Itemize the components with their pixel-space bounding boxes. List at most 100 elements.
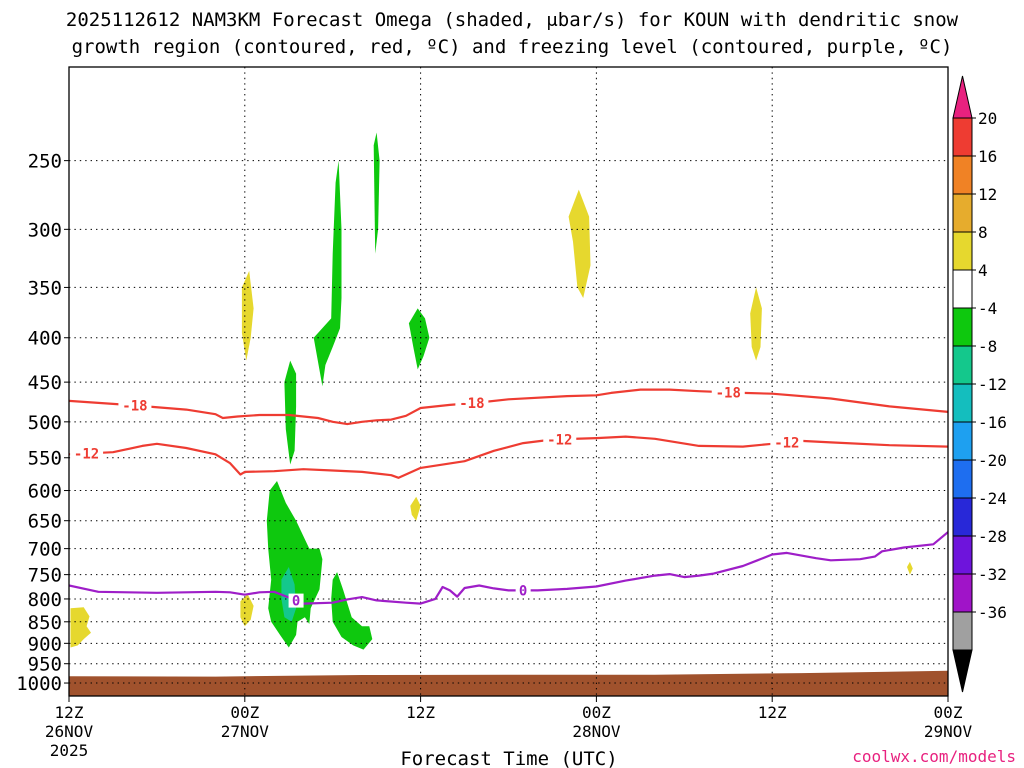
x-tick-label-48-1: 12Z [758, 703, 787, 722]
colorbar-label-10: -20 [978, 451, 1007, 470]
contour-layer [69, 388, 948, 605]
contour-label--18-1: -18 [122, 398, 147, 414]
chart-title-line-1: 2025112612 NAM3KM Forecast Omega (shaded… [66, 9, 959, 31]
colorbar-label-9: -16 [978, 413, 1007, 432]
contour-label--12-3: -12 [774, 435, 799, 451]
omega-region-12 [266, 481, 323, 648]
y-tick-label-750: 750 [28, 565, 62, 587]
y-tick-label-600: 600 [28, 481, 62, 503]
colorbar-box-3 [952, 193, 973, 233]
contour-label-bg--12-3 [770, 435, 804, 450]
omega-region-13 [331, 572, 373, 650]
x-tick-label-36-1: 00Z [582, 703, 611, 722]
x-tick-label-12-1: 00Z [230, 703, 259, 722]
x-tick-label-0-1: 12Z [55, 703, 84, 722]
omega-region-7 [907, 561, 913, 575]
colorbar-box-1 [952, 117, 973, 157]
x-tick-label-12-2: 27NOV [221, 722, 270, 741]
omega-region-6 [750, 287, 762, 361]
y-tick-label-450: 450 [28, 372, 62, 394]
y-tick-label-800: 800 [28, 589, 62, 611]
omega-region-5 [568, 189, 591, 298]
contour-label-bg-0-2 [515, 583, 531, 598]
y-tick-label-850: 850 [28, 612, 62, 634]
credit-text: coolwx.com/models [852, 747, 1016, 766]
colorbar-label-12: -28 [978, 527, 1007, 546]
x-tick-label-36-2: 28NOV [572, 722, 621, 741]
x-tick-label-24-1: 12Z [406, 703, 435, 722]
contour-label-bg--18-1 [118, 398, 152, 413]
contour-label-layer: -18 -18 -18 -12 -12 -12 0 0 [70, 385, 804, 610]
colorbar-top-arrow [952, 75, 973, 119]
omega-region-3 [240, 594, 254, 627]
colorbar-box-11 [952, 497, 973, 537]
colorbar-box-4 [952, 231, 973, 271]
colorbar-label-7: -8 [978, 337, 997, 356]
contour-label--18-2: -18 [459, 396, 484, 412]
colorbar-box-9 [952, 421, 973, 461]
ground-layer [69, 670, 948, 696]
plot-frame [68, 66, 949, 697]
y-tick-label-500: 500 [28, 412, 62, 434]
contour-label--12-2: -12 [547, 432, 572, 448]
contour-label-bg--12-2 [543, 432, 577, 447]
grid-layer [68, 67, 949, 696]
y-tick-label-250: 250 [28, 151, 62, 173]
colorbar-label-5: 4 [978, 261, 988, 280]
chart-title-line-2: growth region (contoured, red, ºC) and f… [72, 36, 953, 58]
y-tick-label-400: 400 [28, 328, 62, 350]
y-tick-label-1000: 1000 [16, 673, 62, 695]
colorbar-label-1: 20 [978, 109, 997, 128]
omega-region-11 [284, 360, 297, 465]
colorbar-label-14: -36 [978, 603, 1007, 622]
colorbar-label-2: 16 [978, 147, 997, 166]
colorbar-box-13 [952, 573, 973, 613]
colorbar-box-10 [952, 459, 973, 499]
contour-line--12 [69, 435, 948, 479]
contour-label-0-1: 0 [292, 594, 300, 610]
y-tick-label-700: 700 [28, 539, 62, 561]
omega-region-10 [408, 308, 430, 370]
omega-region-2 [241, 270, 254, 361]
colorbar-box-12 [952, 535, 973, 575]
contour-label-bg--18-2 [455, 396, 489, 411]
colorbar-box-6 [952, 307, 973, 347]
contour-line--18 [69, 388, 948, 426]
x-tick-label-0-3: 2025 [50, 741, 89, 760]
contour-label-bg--18-3 [711, 385, 745, 400]
y-tick-label-550: 550 [28, 448, 62, 470]
colorbar-box-2 [952, 155, 973, 195]
colorbar-label-3: 12 [978, 185, 997, 204]
colorbar-label-11: -24 [978, 489, 1007, 508]
colorbar-box-8 [952, 383, 973, 423]
contour-label-bg--12-1 [70, 446, 104, 461]
omega-region-8 [313, 160, 342, 387]
omega-region-9 [373, 132, 380, 254]
colorbar-label-13: -32 [978, 565, 1007, 584]
chart-title: 2025112612 NAM3KM Forecast Omega (shaded… [66, 9, 959, 58]
omega-region-4 [410, 496, 421, 521]
colorbar-label-8: -12 [978, 375, 1007, 394]
x-tick-label-0-2: 26NOV [45, 722, 94, 741]
contour-label--18-3: -18 [716, 385, 741, 401]
contour-label-0-2: 0 [519, 583, 527, 599]
colorbar-box-7 [952, 345, 973, 385]
y-tick-label-300: 300 [28, 219, 62, 241]
colorbar: 20 16 12 8 4 -4 -8 -12 -16 -20 -24 -28 -32 -36 [952, 75, 1007, 693]
colorbar-label-6: -4 [978, 299, 997, 318]
x-tick-label-60-2: 29NOV [924, 722, 973, 741]
contour-line-0 [69, 531, 948, 605]
colorbar-bottom-arrow [952, 649, 973, 693]
x-axis-label: Forecast Time (UTC) [400, 748, 617, 768]
colorbar-box-5 [952, 269, 973, 309]
contour-label-bg-0-1 [288, 593, 304, 608]
x-tick-label-60-1: 00Z [934, 703, 963, 722]
ground-fill [69, 670, 948, 696]
y-tick-label-900: 900 [28, 633, 62, 655]
y-tick-label-350: 350 [28, 277, 62, 299]
y-tick-label-650: 650 [28, 511, 62, 533]
contour-label--12-1: -12 [74, 446, 99, 462]
y-axis: 250 300 350 400 450 500 550 600 650 700 7508008509… [16, 151, 69, 695]
